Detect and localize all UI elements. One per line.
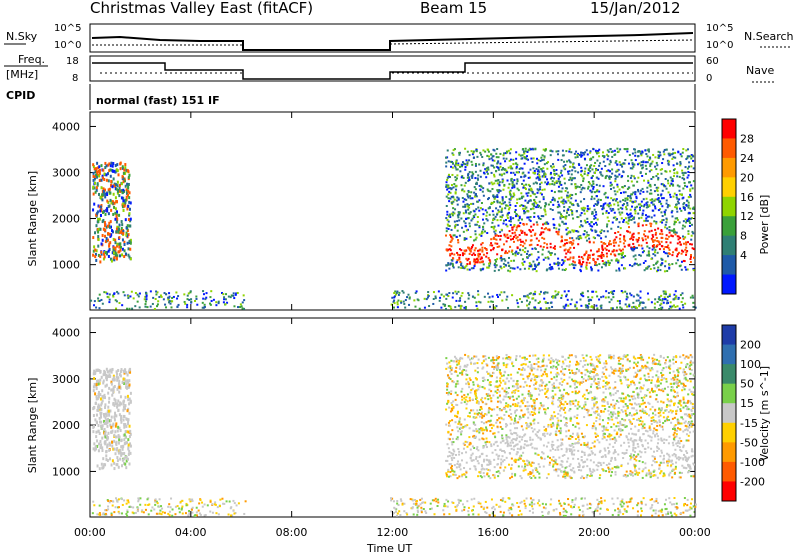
nsearch-label: N.Search (744, 30, 794, 43)
y-tick-label: 4000 (52, 120, 80, 133)
y-tick-label: 4000 (52, 327, 80, 340)
colorbar-segment (722, 344, 736, 365)
cpid-label: CPID (6, 89, 35, 102)
y-tick-label: 2000 (52, 213, 80, 226)
x-tick-label: 04:00 (175, 526, 207, 539)
colorbar-segment (722, 403, 736, 424)
nsky-line (91, 32, 694, 51)
power-panel: 4000 3000 2000 1000 Slant Range [km] 28 24 20 16… (26, 111, 771, 311)
x-tick-label: 12:00 (377, 526, 409, 539)
nave-label: Nave (746, 64, 774, 77)
colorbar-tick-label: 15 (740, 397, 754, 410)
colorbar-frame (721, 118, 737, 295)
colorbar-label: Velocity [m s^-1] (758, 366, 771, 461)
colorbar-label: Power [dB] (758, 195, 771, 255)
y-axis-label: Slant Range [km] (26, 378, 39, 474)
y-axis-label: Slant Range [km] (26, 171, 39, 267)
colorbar-tick-label: 4 (740, 249, 747, 262)
colorbar-tick-label: -15 (740, 417, 758, 430)
colorbar-segment (722, 196, 736, 217)
y-tick-label: 3000 (52, 373, 80, 386)
freq-line (92, 62, 693, 80)
x-tick-label: 20:00 (578, 526, 610, 539)
colorbar-tick-label: 24 (740, 152, 754, 165)
colorbar-tick-label: 20 (740, 171, 754, 184)
nave-tick-top: 60 (706, 56, 719, 67)
y-tick-label: 3000 (52, 167, 80, 180)
beam-label: Beam 15 (420, 0, 487, 17)
colorbar-tick-label: 200 (740, 339, 761, 352)
y-tick-label: 2000 (52, 419, 80, 432)
colorbar-segment (722, 461, 736, 482)
date-label: 15/Jan/2012 (590, 0, 681, 17)
colorbar-tick-label: 12 (740, 210, 754, 223)
freq-label: Freq. (18, 53, 45, 66)
plot-frame (89, 317, 696, 518)
nsearch-tick-bottom: 10^0 (706, 40, 733, 51)
x-axis: 00:00 04:00 08:00 12:00 16:00 20:00 00:00 (74, 526, 711, 539)
colorbar-tick-label: 100 (740, 358, 761, 371)
velocity-panel: 4000 3000 2000 1000 Slant Range [km] 200 100 50… (26, 317, 771, 518)
y-tick-label: 1000 (52, 465, 80, 478)
freq-unit: [MHz] (6, 68, 38, 81)
colorbar-segment (722, 481, 736, 502)
colorbar-segment (722, 255, 736, 276)
colorbar-tick-label: 8 (740, 230, 747, 243)
freq-tick-top: 18 (66, 56, 79, 67)
colorbar-tick-label: -50 (740, 436, 758, 449)
nsearch-tick-top: 10^5 (706, 23, 733, 34)
x-axis-label: Time UT (366, 542, 412, 554)
nave-tick-bottom: 0 (706, 73, 712, 84)
nsky-tick-bottom: 10^0 (54, 40, 81, 51)
colorbar-tick-label: -200 (740, 475, 765, 488)
colorbar-segment (722, 364, 736, 385)
colorbar-segment (722, 138, 736, 159)
freq-panel: Freq. [MHz] 18 8 60 0 Nave (4, 53, 776, 84)
x-tick-label: 00:00 (74, 526, 106, 539)
x-tick-label: 08:00 (276, 526, 308, 539)
colorbar-segment (722, 119, 736, 139)
y-tick-label: 1000 (52, 259, 80, 272)
colorbar-segment (722, 274, 736, 295)
colorbar-segment (722, 325, 736, 346)
colorbar-segment (722, 235, 736, 256)
colorbar-segment (722, 177, 736, 198)
x-tick-label: 16:00 (477, 526, 509, 539)
colorbar-tick-label: 50 (740, 378, 754, 391)
colorbar-tick-label: 16 (740, 191, 754, 204)
freq-tick-bottom: 8 (72, 73, 78, 84)
colorbar-segment (722, 422, 736, 443)
colorbar-segment (722, 157, 736, 178)
colorbar-segment (722, 216, 736, 237)
freq-trace (92, 62, 693, 80)
nsky-label: N.Sky (6, 30, 38, 43)
colorbar-segment (722, 442, 736, 463)
colorbar-frame (721, 324, 737, 502)
colorbar-tick-label: -100 (740, 456, 765, 469)
nsearch-line (389, 39, 694, 45)
nsky-trace (91, 32, 694, 51)
colorbar-segment (722, 383, 736, 404)
figure-title: Christmas Valley East (fitACF) (90, 0, 313, 17)
cpid-text: normal (fast) 151 IF (96, 94, 220, 107)
nsky-panel: N.Sky 10^5 10^0 10^5 10^0 N.Search (4, 23, 794, 53)
colorbar-tick-label: 28 (740, 132, 754, 145)
x-tick-label: 00:00 (679, 526, 711, 539)
plot-frame (89, 111, 696, 311)
nsky-tick-top: 10^5 (54, 23, 81, 34)
